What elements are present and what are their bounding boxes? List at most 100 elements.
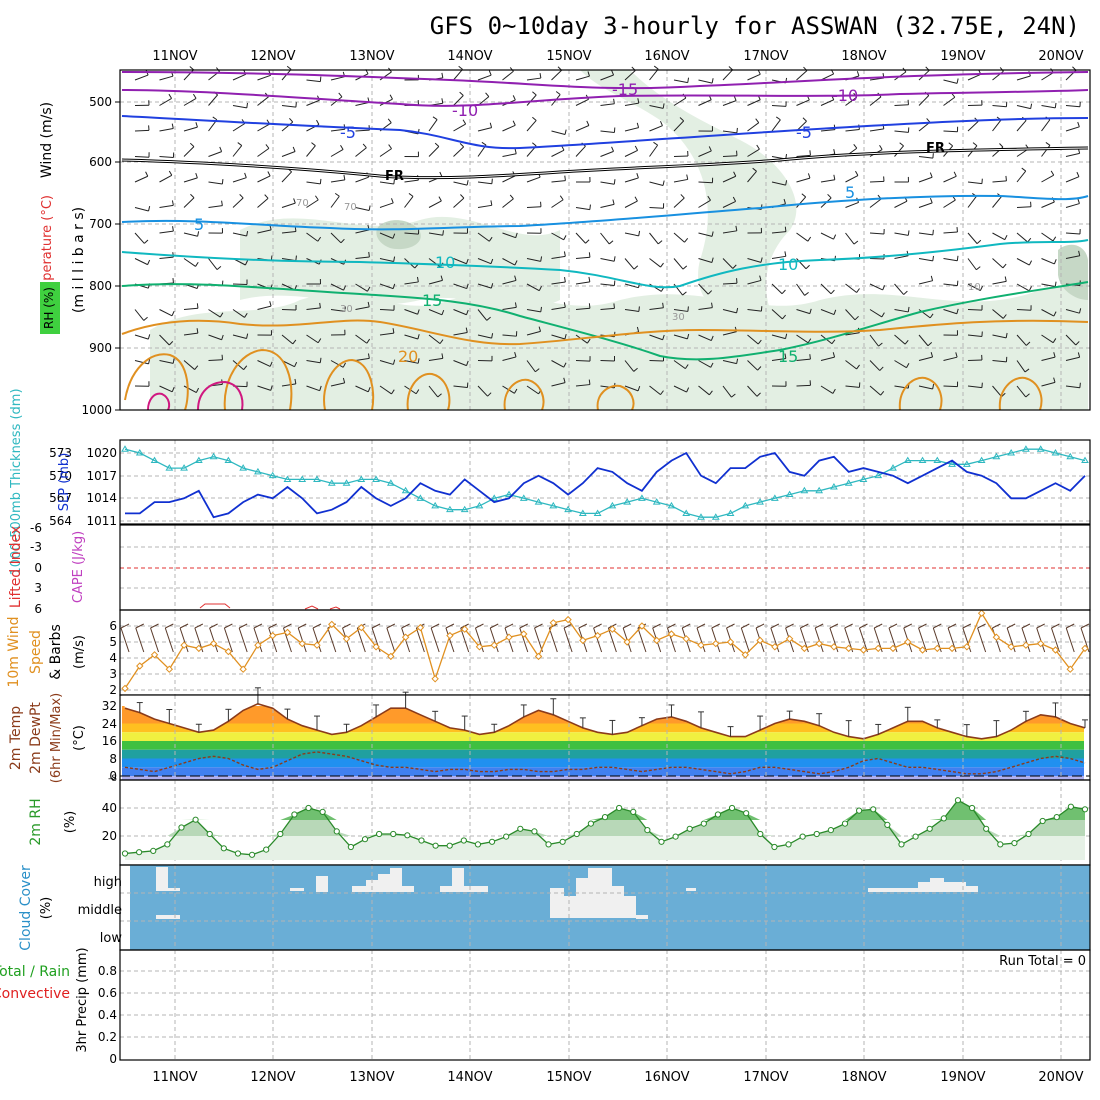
wind-barb bbox=[232, 123, 246, 132]
rh2m-marker bbox=[997, 841, 1004, 848]
rh2m-marker bbox=[954, 797, 962, 804]
wind10m-barb-flag bbox=[342, 623, 351, 629]
wind-barb bbox=[967, 232, 978, 244]
contour-minus10 bbox=[121, 89, 1089, 107]
wind-barb-flag bbox=[1021, 167, 1027, 172]
wind-barb-flag bbox=[197, 231, 200, 237]
wind-barb-flag bbox=[489, 122, 493, 128]
wind-barb bbox=[1065, 309, 1080, 314]
wind-barb-flag bbox=[434, 142, 440, 147]
wind-barb bbox=[551, 130, 566, 135]
wind-barb-flag bbox=[460, 194, 465, 199]
wind10m-barb-flag bbox=[622, 623, 632, 629]
wind10m-barb-flag bbox=[578, 623, 588, 629]
wind-barb bbox=[379, 232, 394, 239]
wind-barb bbox=[747, 122, 760, 132]
wind-barb-flag bbox=[190, 193, 195, 199]
thickness-marker bbox=[534, 498, 543, 505]
rh2m-marker bbox=[319, 808, 326, 816]
wind10m-barb bbox=[563, 627, 573, 653]
wind-barb bbox=[1016, 105, 1031, 110]
wind-barb-flag bbox=[1002, 263, 1007, 269]
wind-barb-flag bbox=[367, 301, 370, 307]
wind-barb bbox=[649, 207, 664, 209]
wind-barb-flag bbox=[856, 288, 860, 293]
wind-barb-flag bbox=[854, 315, 859, 321]
precip-tick: 0.6 bbox=[98, 986, 117, 1000]
wind-barb bbox=[796, 196, 807, 208]
top-date-label: 15NOV bbox=[546, 49, 591, 64]
wind-barb-flag bbox=[711, 231, 714, 237]
wind-barb-flag bbox=[414, 263, 419, 269]
thickness-marker bbox=[652, 498, 661, 505]
wind-barb-flag bbox=[466, 180, 469, 186]
wind-barb bbox=[894, 334, 906, 345]
wind-barb bbox=[894, 104, 909, 106]
wind-barb bbox=[575, 207, 590, 211]
wind-barb bbox=[1041, 174, 1054, 183]
ylabel-speed: Speed bbox=[28, 630, 44, 674]
ylabel-lifted-index: Lifted Index bbox=[8, 526, 24, 608]
wind10m-marker bbox=[1051, 646, 1060, 654]
precip-panel: 0.8 0.6 0.4 0.2 0 Run Total = 0 3hr Precip (… bbox=[0, 947, 1091, 1066]
wind-barb-flag bbox=[168, 170, 173, 176]
wind-barb-flag bbox=[733, 171, 737, 177]
ylabel-rh: RH (%) bbox=[42, 287, 56, 329]
wind-barb bbox=[379, 360, 394, 365]
wind-barb bbox=[257, 175, 271, 183]
wind-barb-flag bbox=[538, 326, 542, 332]
wind-barb-flag bbox=[979, 285, 984, 291]
wind-barb bbox=[1016, 75, 1031, 81]
wind10m-marker bbox=[785, 635, 794, 643]
wind-barb-flag bbox=[319, 178, 322, 184]
wind-barb-flag bbox=[317, 338, 322, 343]
wind-barb-flag bbox=[784, 353, 787, 359]
wind-barb-flag bbox=[295, 255, 297, 261]
wind-barb-flag bbox=[710, 362, 714, 368]
wind10m-marker bbox=[357, 623, 366, 632]
rh2m-marker bbox=[743, 810, 750, 817]
wind-barb bbox=[355, 283, 368, 292]
wind-barb bbox=[1041, 381, 1056, 387]
thickness-marker bbox=[386, 479, 395, 486]
wind-barb bbox=[845, 202, 859, 208]
wind10m-barb-flag bbox=[430, 623, 440, 629]
wind-barb bbox=[453, 258, 467, 265]
wind-barb-flag bbox=[956, 78, 959, 84]
wind-barb-flag bbox=[783, 198, 786, 204]
wind-barb-flag bbox=[437, 393, 442, 398]
wind-barb bbox=[208, 309, 221, 318]
wind-barb bbox=[1016, 360, 1026, 373]
temp-band bbox=[122, 732, 1084, 741]
wind-barb bbox=[600, 232, 610, 245]
wind-barb-flag bbox=[1005, 332, 1008, 339]
thickness-line bbox=[124, 448, 1086, 518]
wind10m-marker bbox=[180, 641, 188, 649]
wind10m-barb bbox=[977, 627, 987, 653]
wind-barb bbox=[257, 147, 270, 157]
wind-barb bbox=[404, 360, 419, 364]
rh2m-marker bbox=[841, 820, 849, 827]
wind-barb-flag bbox=[367, 353, 370, 359]
wind-barb bbox=[477, 258, 492, 265]
wind10m-marker bbox=[505, 633, 513, 641]
rh2m-marker bbox=[856, 807, 863, 814]
wind-barb-flag bbox=[563, 377, 566, 383]
wind-barb bbox=[453, 309, 467, 316]
wind-barb bbox=[869, 283, 883, 291]
rh2m-marker bbox=[164, 841, 171, 848]
wind-barb bbox=[967, 385, 982, 389]
wind-barb bbox=[428, 146, 440, 157]
wind-barb-flag bbox=[1050, 170, 1055, 176]
wind-barb-flag bbox=[539, 73, 542, 79]
wind10m-barb-flag bbox=[682, 623, 691, 629]
wind-barb-flag bbox=[441, 98, 444, 104]
wind-barb-flag bbox=[267, 171, 271, 177]
wind-barb-flag bbox=[807, 236, 812, 242]
wind-barb-flag bbox=[929, 313, 934, 319]
wind-barb bbox=[992, 360, 1007, 363]
rh2m-marker bbox=[898, 841, 905, 848]
cloud-level-high: high bbox=[94, 875, 122, 890]
wind-barb-flag bbox=[633, 265, 639, 270]
wind-barb-flag bbox=[294, 378, 297, 385]
